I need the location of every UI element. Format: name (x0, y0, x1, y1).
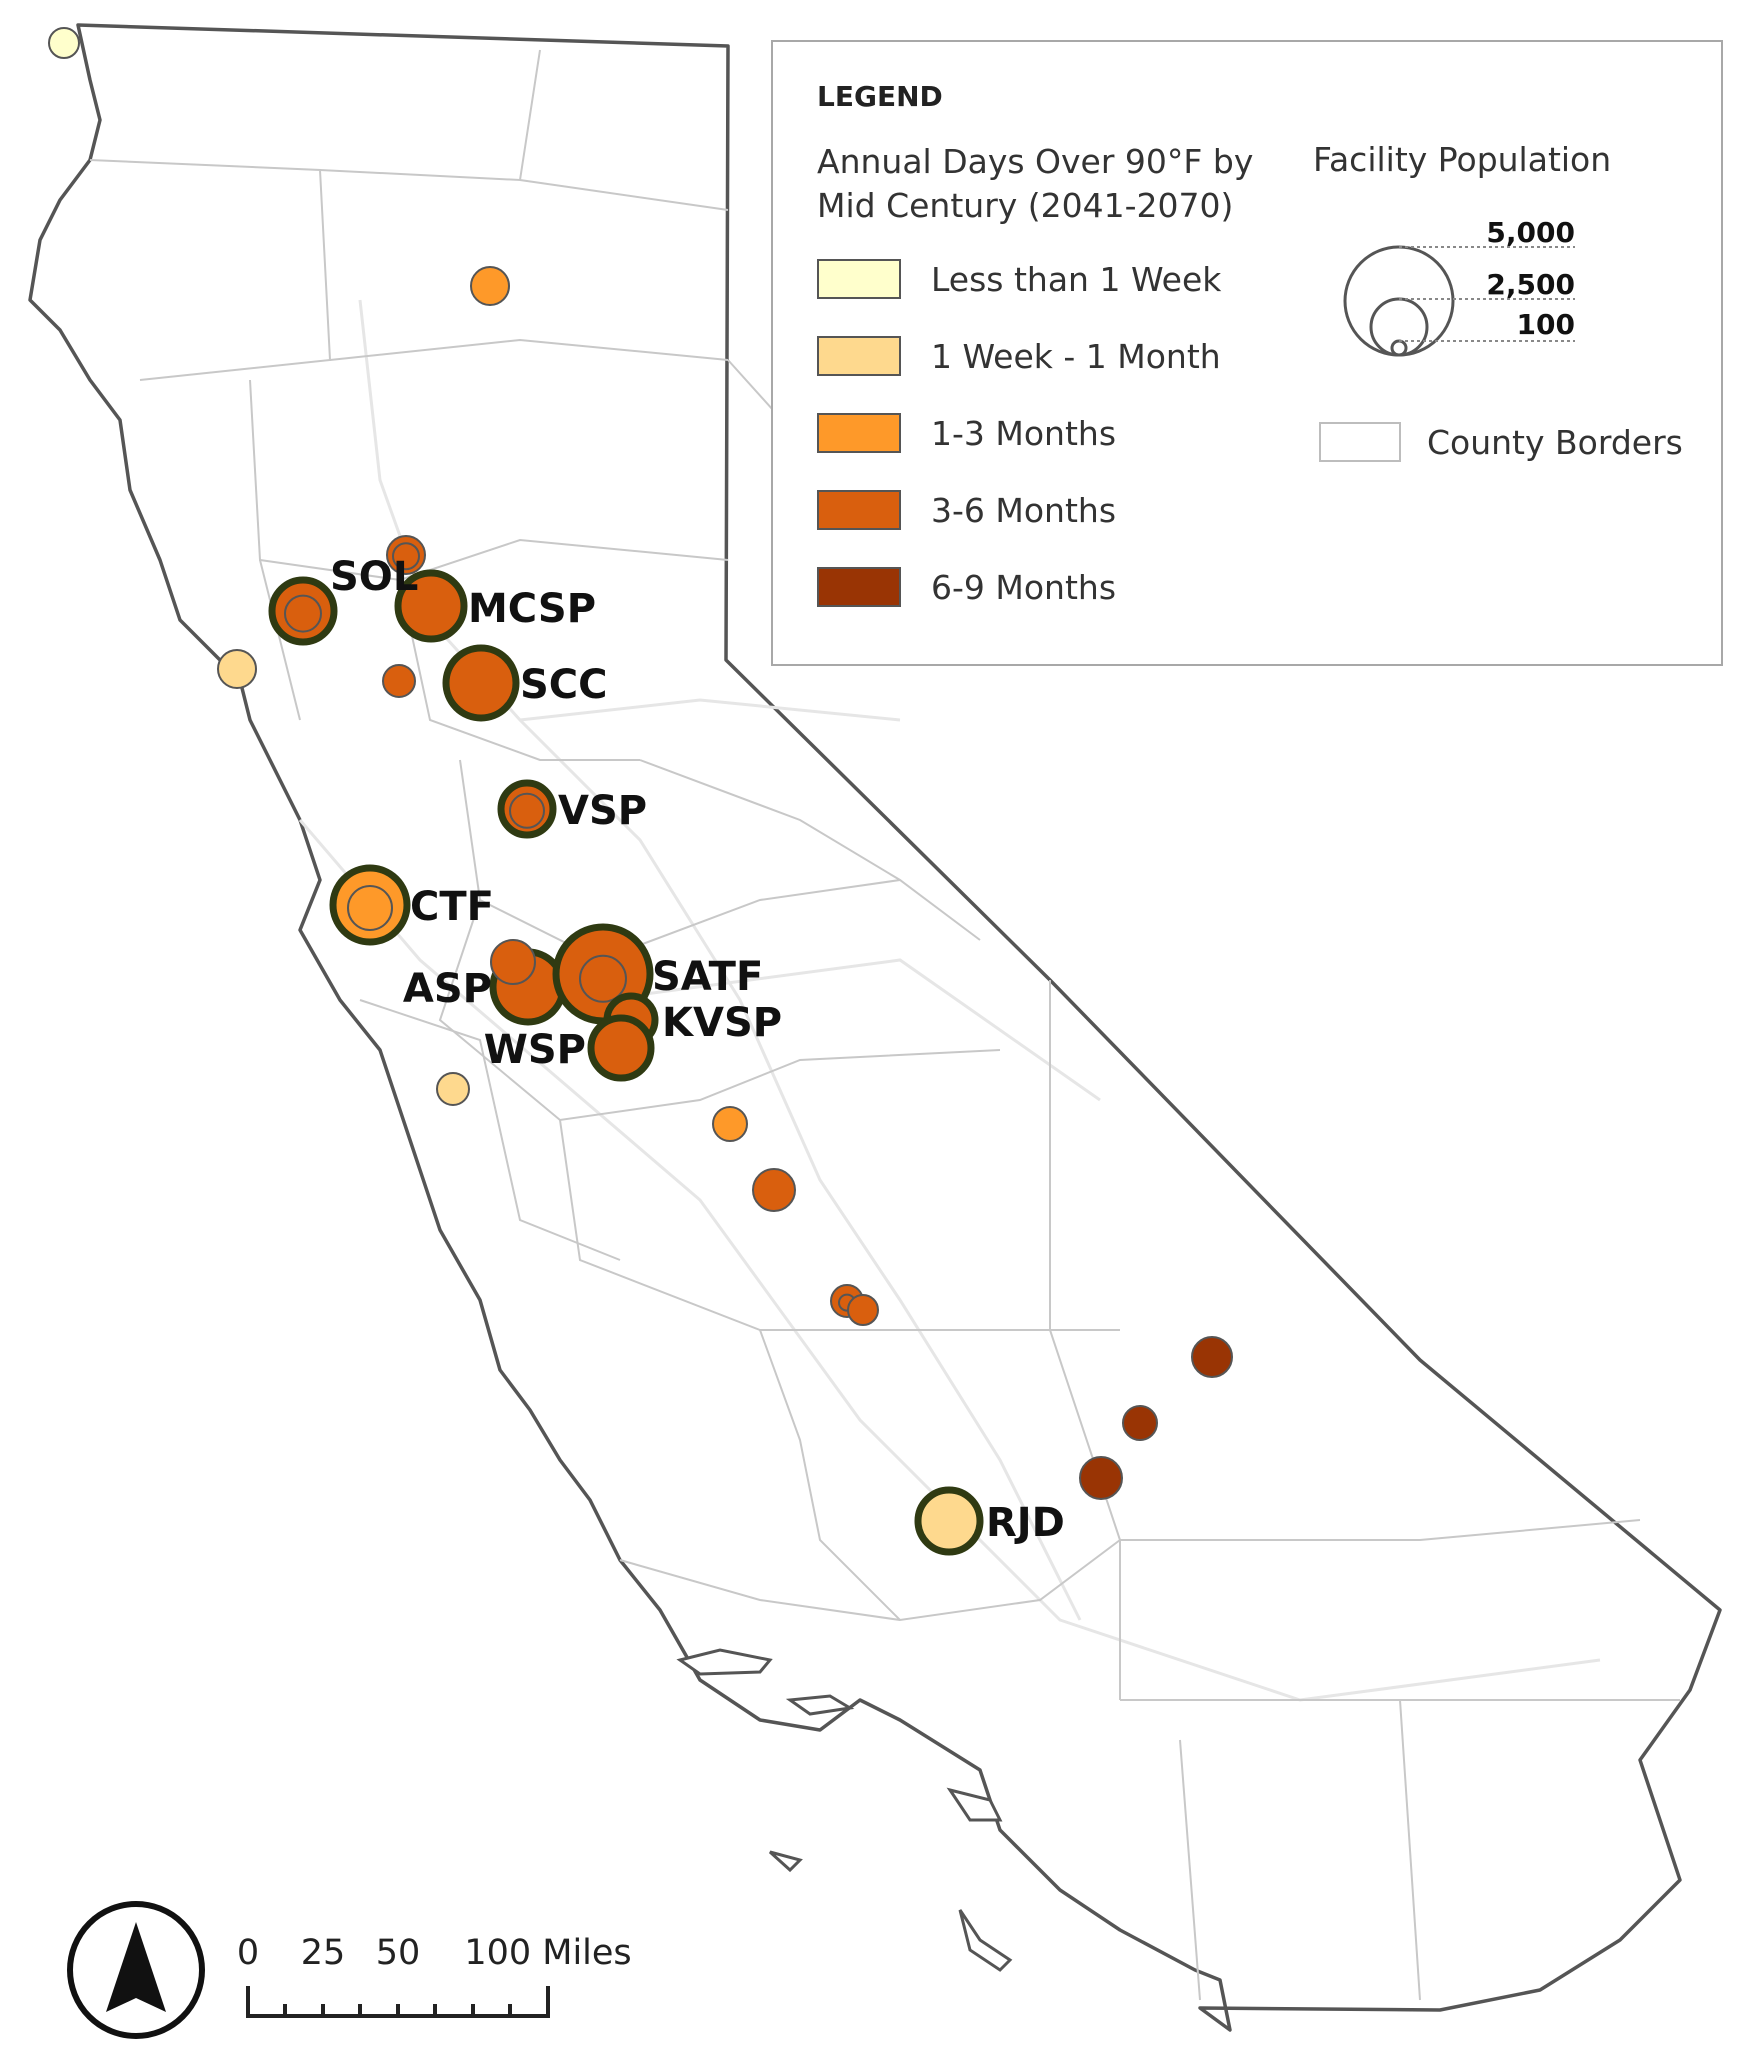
facility-marker (1191, 1336, 1233, 1378)
facility-marker (470, 266, 510, 306)
scale-tick-label: 0 (237, 1933, 259, 1973)
road (298, 819, 1601, 1702)
facility-label: ASP (403, 966, 492, 1012)
scale-tick-label: 50 (376, 1933, 421, 1973)
scale-bar: 0 25 50 100 Miles (237, 1933, 632, 2018)
facility-marker (1079, 1456, 1123, 1500)
facility-label: SCC (520, 662, 608, 708)
legend-label: 6-9 Months (931, 567, 1117, 607)
legend-swatch (817, 413, 901, 453)
legend-item-1-week-1-month: 1 Week - 1 Month (817, 333, 1221, 379)
facility-label: SATF (652, 954, 763, 1000)
facility-marker (587, 1014, 655, 1082)
population-size-legend: 5,000 2,500 100 (1343, 216, 1575, 357)
facility-marker (1122, 1405, 1158, 1441)
facility-marker (712, 1106, 748, 1142)
facility-label: MCSP (468, 586, 596, 632)
channel-islands (676, 1648, 1013, 1972)
scale-tick-label: 100 Miles (464, 1933, 631, 1973)
county-swatch (1319, 422, 1401, 462)
facility-label: WSP (484, 1027, 586, 1073)
facility-inner-ring (509, 792, 545, 829)
population-value-100: 100 (1517, 308, 1575, 341)
facility-marker (847, 1294, 879, 1326)
legend-title: LEGEND (817, 80, 943, 113)
facility-marker (394, 569, 468, 643)
population-legend-title: Facility Population (1313, 140, 1612, 179)
facility-marker (48, 27, 80, 59)
facility-marker (329, 864, 411, 946)
facility-inner-ring (579, 954, 627, 1003)
facility-marker (442, 644, 520, 722)
facility-marker (914, 1486, 984, 1556)
facility-label: SOL (330, 554, 418, 600)
legend-label: 3-6 Months (931, 490, 1117, 530)
legend-swatch (817, 336, 901, 376)
legend-item-6-9-months: 6-9 Months (817, 564, 1116, 610)
facility-marker (752, 1168, 796, 1212)
legend-swatch (817, 490, 901, 530)
legend-label: Less than 1 Week (931, 259, 1222, 299)
north-arrow-icon (67, 1901, 205, 2039)
facility-inner-ring (284, 594, 322, 633)
population-circle-100 (1390, 339, 1408, 357)
population-circle-5000 (1343, 245, 1455, 357)
facility-marker (382, 664, 416, 698)
legend: LEGEND Annual Days Over 90°F by Mid Cent… (771, 40, 1723, 666)
scale-tick-label: 25 (301, 1933, 346, 1973)
facility-marker (436, 1072, 470, 1106)
legend-label: 1-3 Months (931, 413, 1117, 453)
facility-inner-ring (392, 542, 420, 571)
legend-swatch (817, 567, 901, 607)
facility-marker (268, 576, 338, 646)
facility-label: VSP (558, 788, 647, 834)
heat-legend-title: Annual Days Over 90°F by Mid Century (20… (817, 142, 1254, 225)
road (519, 698, 1101, 1102)
legend-label: 1 Week - 1 Month (931, 336, 1221, 376)
legend-item-less-than-1-week: Less than 1 Week (817, 256, 1221, 302)
county-label: County Borders (1427, 422, 1683, 462)
legend-item-3-6-months: 3-6 Months (817, 487, 1116, 533)
legend-swatch (817, 259, 901, 299)
facility-marker (217, 649, 257, 689)
legend-item-county-borders: County Borders (1319, 422, 1683, 462)
population-value-5000: 5,000 (1486, 216, 1575, 249)
facility-inner-ring (347, 885, 393, 931)
facility-label: CTF (410, 884, 494, 930)
population-value-2500: 2,500 (1486, 268, 1575, 301)
california-outline (28, 23, 1722, 2032)
facility-marker (490, 939, 536, 985)
facility-label: KVSP (662, 1000, 782, 1046)
population-circle-2500 (1369, 297, 1429, 357)
facility-label: RJD (986, 1500, 1065, 1546)
legend-item-1-3-months: 1-3 Months (817, 410, 1116, 456)
scale-bar-ticks (246, 1986, 550, 2018)
